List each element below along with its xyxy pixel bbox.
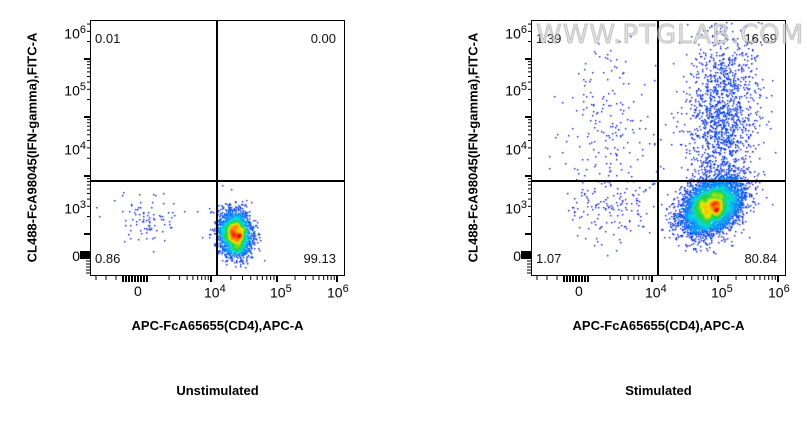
quadrant-value-lower-right: 80.84	[744, 251, 777, 266]
plot-title: Stimulated	[625, 383, 692, 398]
axis-ticks	[80, 23, 338, 282]
quadrant-line-horizontal	[91, 180, 344, 182]
quadrant-value-upper-left: 0.01	[95, 31, 121, 46]
x-tick-1e4: 104	[204, 283, 226, 301]
y-tick-1e5: 105	[505, 81, 527, 99]
plot-title: Unstimulated	[176, 383, 259, 398]
x-tick-1e5: 105	[711, 283, 733, 301]
x-tick-1e5: 105	[270, 283, 292, 301]
y-tick-0: 0	[72, 248, 80, 264]
quadrant-value-lower-right: 99.13	[303, 251, 336, 266]
x-tick-0: 0	[134, 283, 142, 299]
quadrant-value-lower-left: 1.07	[536, 251, 562, 266]
y-tick-0: 0	[513, 248, 521, 264]
y-tick-1e4: 104	[64, 140, 86, 158]
plot-area: 0.01 0.00 0.86 99.13	[90, 20, 345, 276]
quadrant-value-upper-right: 16.69	[744, 31, 777, 46]
quadrant-value-upper-left: 1.39	[536, 31, 562, 46]
y-tick-1e6: 106	[64, 24, 86, 42]
quadrant-value-upper-right: 0.00	[310, 31, 336, 46]
x-tick-1e4: 104	[645, 283, 667, 301]
x-tick-1e6: 106	[327, 283, 349, 301]
plot-panel-stimulated: CL488-FcA98045(IFN-gamma),FITC-A 106 105…	[441, 0, 807, 432]
plot-area: 1.39 16.69 1.07 80.84	[531, 20, 786, 276]
x-tick-0: 0	[575, 283, 583, 299]
x-axis-label: APC-FcA65655(CD4),APC-A	[572, 318, 745, 333]
plot-panel-unstimulated: CL488-FcA98045(IFN-gamma),FITC-A 106 105…	[0, 0, 403, 432]
quadrant-line-horizontal	[532, 180, 785, 182]
quadrant-line-vertical	[216, 21, 218, 275]
y-tick-1e4: 104	[505, 140, 527, 158]
x-tick-1e6: 106	[768, 283, 790, 301]
axis-ticks	[521, 23, 779, 282]
quadrant-line-vertical	[657, 21, 659, 275]
y-tick-1e3: 103	[505, 199, 527, 217]
y-tick-1e6: 106	[505, 24, 527, 42]
x-axis-label: APC-FcA65655(CD4),APC-A	[131, 318, 304, 333]
quadrant-value-lower-left: 0.86	[95, 251, 121, 266]
y-tick-1e3: 103	[64, 199, 86, 217]
y-tick-1e5: 105	[64, 81, 86, 99]
